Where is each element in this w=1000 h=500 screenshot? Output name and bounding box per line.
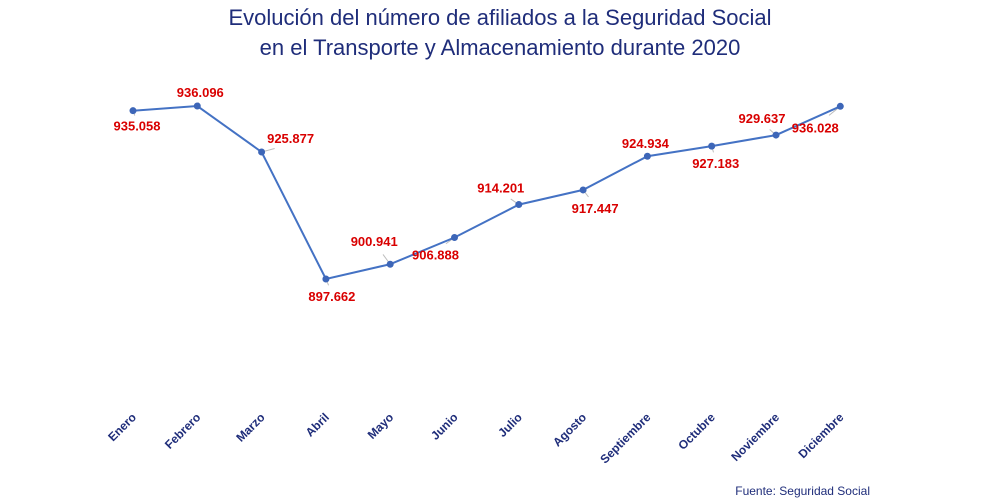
x-tick-label-enero: Enero <box>105 410 139 444</box>
data-label-enero: 935.058 <box>114 119 161 134</box>
data-point-septiembre <box>643 152 651 160</box>
x-tick-label-mayo: Mayo <box>365 410 397 442</box>
data-point-marzo <box>258 148 266 156</box>
data-point-agosto <box>579 186 587 194</box>
x-tick-label-diciembre: Diciembre <box>795 410 846 461</box>
data-label-mayo: 900.941 <box>351 234 398 249</box>
data-points <box>129 102 844 283</box>
data-point-abril <box>322 275 330 283</box>
data-point-noviembre <box>772 131 780 139</box>
x-tick-label-agosto: Agosto <box>550 410 589 449</box>
data-label-diciembre: 936.028 <box>792 120 839 135</box>
chart-title-line-1: Evolución del número de afiliados a la S… <box>228 5 772 30</box>
data-label-septiembre: 924.934 <box>622 136 670 151</box>
data-label-marzo: 925.877 <box>267 131 314 146</box>
data-label-agosto: 917.447 <box>572 201 619 216</box>
data-label-julio: 914.201 <box>477 181 524 196</box>
x-tick-label-noviembre: Noviembre <box>728 410 782 464</box>
data-point-octubre <box>708 142 716 150</box>
data-point-mayo <box>386 260 394 268</box>
data-point-julio <box>515 201 523 209</box>
x-tick-label-abril: Abril <box>303 410 332 439</box>
x-tick-label-marzo: Marzo <box>233 410 267 444</box>
data-labels: 935.058 936.096 925.877 897.662 900.941 906.8… <box>114 85 839 304</box>
data-point-diciembre <box>836 102 844 110</box>
data-point-junio <box>451 233 458 241</box>
x-axis-labels: Enero Febrero Marzo Abril Mayo Junio Julio Agos… <box>105 410 846 466</box>
chart-title-line-2: en el Transporte y Almacenamiento durant… <box>259 35 741 60</box>
x-tick-label-septiembre: Septiembre <box>597 410 653 466</box>
data-label-octubre: 927.183 <box>692 156 739 171</box>
x-tick-label-junio: Junio <box>428 410 461 443</box>
series-line <box>132 104 841 281</box>
data-point-febrero <box>193 102 201 110</box>
data-point-enero <box>129 107 137 115</box>
data-label-abril: 897.662 <box>308 289 355 304</box>
data-label-noviembre: 929.637 <box>739 111 786 126</box>
data-label-junio: 906.888 <box>412 247 459 262</box>
data-label-febrero: 936.096 <box>177 85 224 100</box>
x-tick-label-febrero: Febrero <box>162 410 203 451</box>
x-tick-label-octubre: Octubre <box>675 410 718 453</box>
x-tick-label-julio: Julio <box>495 410 525 440</box>
source-note: Fuente: Seguridad Social <box>735 484 870 498</box>
